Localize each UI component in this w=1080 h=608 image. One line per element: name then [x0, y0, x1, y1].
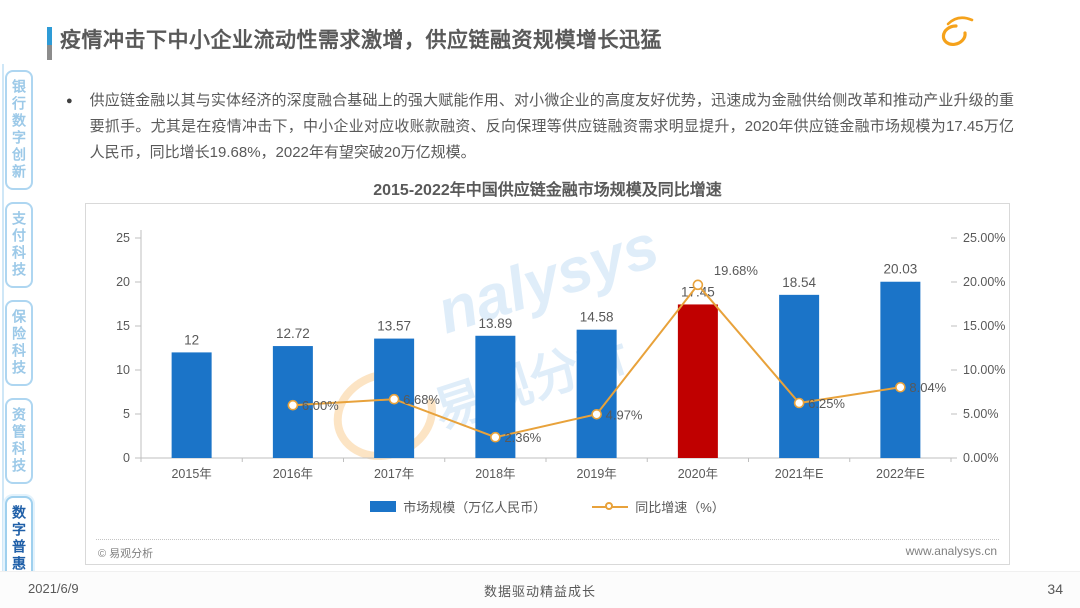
svg-text:2.36%: 2.36%: [504, 430, 541, 445]
growth-point-2021年E: [793, 397, 805, 409]
bullet-text: 供应链金融以其与实体经济的深度融合基础上的强大赋能作用、对小微企业的高度友好优势…: [89, 92, 1014, 161]
footer-slogan: 数据驱动精益成长: [483, 584, 596, 599]
logo-swirl-icon: [941, 24, 967, 46]
svg-text:6.68%: 6.68%: [403, 392, 440, 407]
svg-text:2016年: 2016年: [273, 467, 313, 481]
line-swatch-icon: [592, 501, 629, 510]
svg-text:2018年: 2018年: [475, 467, 515, 481]
sidebar-tab-1[interactable]: 银行数字创新: [5, 70, 33, 190]
svg-text:20.00%: 20.00%: [963, 275, 1005, 289]
svg-text:4.97%: 4.97%: [606, 407, 643, 422]
svg-text:8.04%: 8.04%: [909, 380, 946, 395]
svg-text:0.00%: 0.00%: [963, 451, 998, 465]
analysys-website-link[interactable]: www.analysys.cn: [905, 544, 997, 558]
growth-point-2022年E: [895, 381, 906, 393]
svg-text:0: 0: [123, 451, 130, 465]
svg-text:2017年: 2017年: [374, 467, 414, 481]
sidebar-tab-5[interactable]: 数字普惠: [5, 496, 33, 582]
footer-date: 2021/6/9: [28, 581, 79, 596]
growth-point-2016年: [287, 399, 299, 411]
svg-text:25: 25: [116, 231, 130, 245]
svg-text:5: 5: [123, 407, 130, 421]
chart-box: nalysys 易观分析 0 5 10 15 20 25 0.00% 5.00% 10.00% 15.…: [85, 203, 1010, 565]
svg-text:2021年E: 2021年E: [775, 467, 824, 481]
footer: 2021/6/9 数据驱动精益成长 34: [0, 571, 1080, 608]
svg-text:25.00%: 25.00%: [963, 231, 1005, 245]
svg-text:10: 10: [116, 363, 130, 377]
svg-text:15: 15: [116, 319, 130, 333]
bar-2015年: [171, 352, 212, 458]
bar-2020年: [677, 304, 718, 458]
svg-text:15.00%: 15.00%: [963, 319, 1005, 333]
sidebar-tab-2[interactable]: 支付科技: [5, 202, 33, 288]
growth-point-2018年: [490, 431, 501, 443]
analysys-logo: [941, 16, 974, 46]
chart-legend: 市场规模（万亿人民币） 同比增速（%）: [86, 497, 1009, 516]
bullet-row: ● 供应链金融以其与实体经济的深度融合基础上的强大赋能作用、对小微企业的高度友好…: [66, 88, 1014, 166]
svg-text:2020年: 2020年: [678, 467, 718, 481]
svg-text:13.57: 13.57: [377, 319, 411, 334]
bullet-icon: ●: [66, 95, 73, 107]
svg-text:12: 12: [184, 332, 199, 347]
sidebar-tab-3[interactable]: 保险科技: [5, 300, 33, 386]
svg-text:20.03: 20.03: [883, 262, 917, 277]
legend-item-growth: 同比增速（%）: [592, 497, 725, 516]
chart-copyright: © 易观分析: [98, 548, 154, 560]
market-chart: nalysys易观分析05101520250.00%5.00%10.00%15.…: [116, 211, 1005, 481]
bar-2019年: [576, 329, 617, 458]
legend-item-market-size: 市场规模（万亿人民币）: [370, 497, 546, 516]
svg-text:5.00%: 5.00%: [963, 407, 998, 421]
growth-point-2020年: [692, 279, 704, 291]
sidebar-tab-4[interactable]: 资管科技: [5, 398, 33, 484]
logo-swirl-arc-icon: [946, 16, 974, 26]
svg-text:2015年: 2015年: [171, 467, 211, 481]
svg-text:12.72: 12.72: [276, 326, 310, 341]
page-number: 34: [1047, 581, 1063, 597]
chart-title: 2015-2022年中国供应链金融市场规模及同比增速: [373, 182, 722, 199]
growth-point-2017年: [388, 393, 400, 405]
bar-2022年E: [880, 281, 921, 458]
svg-text:6.00%: 6.00%: [302, 398, 339, 413]
svg-text:13.89: 13.89: [478, 316, 512, 331]
growth-point-2019年: [591, 408, 602, 420]
legend-label: 市场规模（万亿人民币）: [403, 500, 547, 515]
sidebar: 银行数字创新支付科技保险科技资管科技数字普惠: [5, 70, 33, 582]
svg-text:18.54: 18.54: [782, 275, 816, 290]
svg-text:20: 20: [116, 275, 130, 289]
svg-text:2022年E: 2022年E: [876, 467, 925, 481]
title-accent-bar: [47, 27, 52, 60]
svg-text:6.25%: 6.25%: [808, 396, 845, 411]
svg-text:14.58: 14.58: [580, 310, 614, 325]
legend-label: 同比增速（%）: [635, 500, 725, 515]
sidebar-rail: [2, 64, 4, 576]
svg-text:10.00%: 10.00%: [963, 363, 1005, 377]
bar-swatch-icon: [370, 501, 397, 512]
svg-text:19.68%: 19.68%: [714, 263, 759, 278]
chart-footer-divider: [96, 539, 999, 540]
page-title: 疫情冲击下中小企业流动性需求激增，供应链融资规模增长迅猛: [60, 29, 662, 52]
bar-2021年E: [779, 294, 820, 458]
svg-text:2019年: 2019年: [576, 467, 616, 481]
svg-text:nalysys: nalysys: [429, 211, 667, 347]
